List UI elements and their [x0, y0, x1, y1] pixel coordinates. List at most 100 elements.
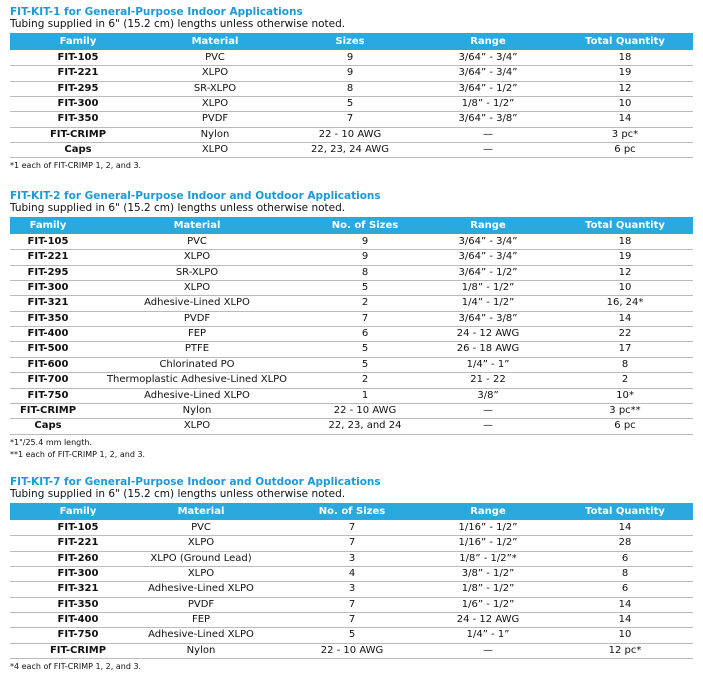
table-cell: PVDF: [187, 598, 215, 610]
family-cell: FIT-221: [57, 67, 99, 79]
table-cell: PVDF: [201, 113, 229, 125]
table-cell: 3/64” - 3/4”: [458, 236, 518, 247]
table-cell: 22 - 10 AWG: [318, 128, 382, 140]
table-cell: 3/64” - 3/8”: [458, 113, 518, 125]
table-cell: 14: [618, 598, 632, 610]
table-cell: 2: [361, 297, 369, 309]
table-cell: 14: [618, 522, 632, 533]
table-cell: 8: [346, 82, 354, 94]
section-title: FIT-KIT-1 for General-Purpose Indoor App…: [10, 6, 303, 18]
table-cell: 22: [618, 328, 632, 340]
table-cell: 9: [361, 251, 369, 263]
table-cell: 16, 24*: [606, 297, 644, 309]
table-cell: 1/8” - 1/2”: [461, 282, 515, 294]
subtitle: Tubing supplied in 6" (15.2 cm) lengths …: [10, 202, 346, 214]
subtitle: Tubing supplied in 6" (15.2 cm) lengths …: [10, 488, 346, 500]
table-cell: —: [483, 144, 493, 156]
table-cell: 6 pc: [614, 420, 636, 432]
table-cell: XLPO (Ground Lead): [150, 552, 252, 564]
family-cell: FIT-350: [57, 598, 99, 610]
family-cell: Caps: [34, 420, 62, 432]
family-cell: FIT-105: [57, 522, 99, 533]
row-separator: [10, 80, 693, 82]
table-header: [10, 33, 693, 50]
table-cell: Chlorinated PO: [159, 358, 235, 370]
row-separator: [10, 372, 693, 374]
table-cell: Thermoplastic Adhesive-Lined XLPO: [106, 374, 288, 386]
table-cell: 3/64” - 1/2”: [458, 82, 518, 94]
table-cell: 7: [346, 113, 354, 125]
row-separator: [10, 280, 693, 282]
table-cell: 7: [348, 598, 356, 610]
table-cell: 7: [348, 522, 356, 533]
family-cell: FIT-400: [27, 328, 69, 340]
table-cell: 14: [618, 614, 632, 626]
header-cell: No. of Sizes: [318, 506, 386, 517]
table-cell: 2: [361, 374, 369, 386]
row-separator: [10, 612, 693, 614]
header-cell: Family: [59, 36, 97, 47]
table-header: [10, 217, 693, 234]
table-cell: XLPO: [201, 98, 229, 110]
row-separator: [10, 65, 693, 67]
table-cell: 5: [346, 98, 354, 110]
table-cell: 18: [618, 236, 632, 247]
table-cell: 4: [348, 568, 356, 580]
header-cell: Material: [173, 220, 221, 231]
table-cell: 12 pc*: [608, 644, 642, 656]
section-title: FIT-KIT-2 for General-Purpose Indoor and…: [10, 190, 381, 202]
table-cell: 14: [618, 312, 632, 324]
header-cell: No. of Sizes: [331, 220, 399, 231]
table-cell: 3 pc**: [609, 404, 641, 416]
table-cell: 3/64” - 1/2”: [458, 266, 518, 278]
table-cell: 1/8” - 1/2”: [461, 98, 515, 110]
table-cell: XLPO: [183, 282, 211, 294]
table-cell: 3/8” - 1/2”: [461, 568, 515, 580]
table-cell: 21 - 22: [470, 374, 506, 386]
header-cell: Material: [191, 36, 239, 47]
table-cell: —: [483, 420, 493, 432]
table-cell: 1/4” - 1”: [466, 629, 510, 641]
row-separator: [10, 111, 693, 113]
row-separator: [10, 581, 693, 583]
table-cell: PTFE: [184, 343, 210, 355]
table-cell: Nylon: [186, 644, 216, 656]
table-cell: 1/8” - 1/2”: [461, 583, 515, 595]
family-cell: FIT-295: [57, 82, 99, 94]
table-cell: 10: [618, 282, 632, 294]
table-cell: 10: [618, 98, 632, 110]
family-cell: FIT-350: [57, 113, 99, 125]
family-cell: FIT-300: [57, 98, 99, 110]
family-cell: FIT-600: [27, 358, 69, 370]
family-cell: FIT-750: [27, 389, 69, 401]
family-cell: FIT-300: [57, 568, 99, 580]
header-cell: Sizes: [335, 36, 365, 47]
table-cell: Adhesive-Lined XLPO: [148, 583, 254, 595]
family-cell: FIT-295: [27, 266, 69, 278]
table-cell: 3 pc*: [611, 128, 639, 140]
footnote: **1 each of FIT-CRIMP 1, 2, and 3.: [10, 449, 146, 459]
family-cell: FIT-700: [27, 374, 69, 386]
table-cell: Nylon: [200, 128, 230, 140]
row-separator: [10, 642, 693, 644]
row-separator: [10, 341, 693, 343]
table-cell: 24 - 12 AWG: [456, 328, 520, 340]
table-cell: 6: [621, 552, 629, 564]
family-cell: FIT-500: [27, 343, 69, 355]
table-cell: 7: [348, 537, 356, 549]
header-cell: Total Quantity: [585, 36, 665, 47]
table-cell: 17: [618, 343, 632, 355]
table-cell: 8: [361, 266, 369, 278]
table-cell: 14: [618, 113, 632, 125]
table-cell: 19: [618, 251, 632, 263]
row-separator: [10, 418, 693, 420]
family-cell: FIT-CRIMP: [49, 128, 107, 140]
table-cell: 12: [618, 266, 632, 278]
family-cell: FIT-221: [27, 251, 69, 263]
header-cell: Family: [29, 220, 67, 231]
table-cell: 3/64” - 3/4”: [458, 67, 518, 79]
table-cell: 1/4” - 1”: [466, 358, 510, 370]
footnote: *4 each of FIT-CRIMP 1, 2, and 3.: [10, 662, 142, 672]
row-separator: [10, 433, 693, 435]
